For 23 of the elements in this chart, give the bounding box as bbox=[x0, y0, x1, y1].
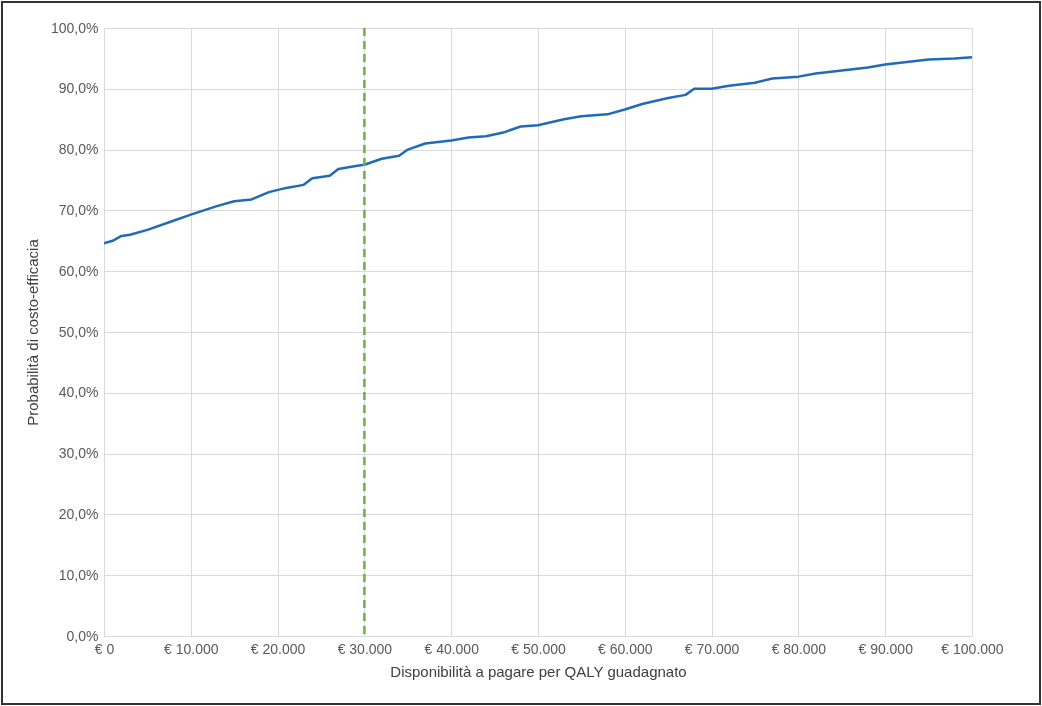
x-tick-label: € 50.000 bbox=[511, 640, 566, 657]
x-tick-label: € 90.000 bbox=[858, 640, 914, 657]
y-tick-label: 80,0% bbox=[58, 141, 99, 158]
y-tick-label: 10,0% bbox=[58, 566, 99, 583]
x-tick-label: € 10.000 bbox=[164, 640, 219, 657]
y-tick-label: 40,0% bbox=[58, 384, 99, 401]
x-tick-label: € 60.000 bbox=[598, 640, 653, 657]
x-tick-label: € 80.000 bbox=[771, 640, 827, 657]
y-tick-label: 70,0% bbox=[58, 201, 99, 218]
y-tick-label: 50,0% bbox=[58, 323, 99, 340]
y-tick-label: 100,0% bbox=[51, 19, 99, 36]
x-tick-label: € 20.000 bbox=[250, 640, 306, 657]
x-tick-label: € 30.000 bbox=[337, 640, 393, 657]
y-tick-label: 60,0% bbox=[58, 262, 99, 279]
y-tick-label: 20,0% bbox=[58, 505, 99, 522]
x-tick-label: € 40.000 bbox=[424, 640, 480, 657]
y-axis-title: Probabilità di costo-efficacia bbox=[24, 238, 42, 426]
line-series bbox=[104, 55, 972, 245]
y-tick-label: 90,0% bbox=[58, 80, 99, 97]
y-tick-label: 30,0% bbox=[58, 445, 99, 462]
x-axis-title: Disponibilità a pagare per QALY guadagnato bbox=[390, 662, 687, 680]
x-tick-label: € 100.000 bbox=[941, 640, 1004, 657]
x-tick-label: € 70.000 bbox=[684, 640, 740, 657]
